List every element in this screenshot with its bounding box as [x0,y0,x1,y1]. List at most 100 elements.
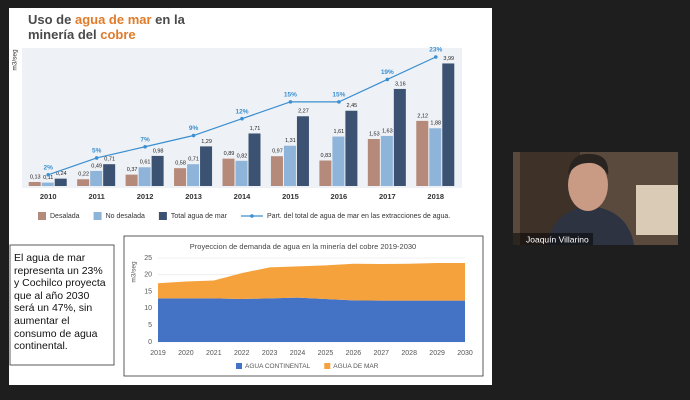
legend-swatch [38,212,46,220]
x-tick-label: 2022 [234,350,250,357]
bar-value-label: 0,71 [188,157,199,163]
bar-value-label: 0,71 [104,157,115,163]
bar [416,120,429,186]
bar-value-label: 0,89 [224,151,235,157]
legend-label: AGUA DE MAR [333,363,378,370]
x-tick-label: 2023 [262,350,278,357]
bar [138,167,151,186]
title-part: Uso de [28,12,75,27]
bar [174,168,187,186]
bar [332,136,345,186]
bar [200,146,213,186]
legend-swatch [324,363,331,369]
legend-swatch [158,212,167,220]
title-part: en la [152,12,186,27]
bar [125,174,138,186]
bar [429,128,442,186]
x-tick-label: 2010 [40,192,57,201]
x-tick-label: 2011 [89,192,105,201]
legend-point [250,214,254,218]
bar-value-label: 1,88 [430,121,441,127]
x-tick-label: 2030 [457,350,473,357]
x-tick-label: 2015 [282,192,299,201]
x-tick-label: 2029 [429,350,445,357]
bar [187,164,200,186]
x-tick-label: 2020 [178,350,194,357]
x-tick-label: 2013 [185,192,202,201]
line-point [240,116,244,121]
line-value-label: 9% [189,125,199,132]
wall-picture [636,185,678,235]
line-value-label: 5% [92,148,102,155]
x-tick-label: 2019 [150,350,166,357]
bar [235,160,248,186]
bar [393,88,406,186]
bar-value-label: 0,22 [78,172,89,178]
bar-value-label: 1,61 [334,129,345,135]
bar-value-label: 2,27 [298,109,309,115]
bar [77,179,90,186]
bar [319,160,332,186]
x-tick-label: 2028 [401,350,417,357]
y-tick-label: 15 [144,288,152,295]
y-tick-label: 10 [144,305,152,312]
area [158,297,465,342]
bar-value-label: 1,29 [201,139,212,145]
x-tick-label: 2012 [137,192,154,201]
y-tick-label: 0 [148,339,152,346]
y-axis-label: m3/seg [131,261,138,283]
bar [442,63,455,187]
area [158,263,465,301]
bar [283,145,296,186]
legend-label: Total agua de mar [171,213,228,220]
bar-value-label: 0,98 [153,148,164,154]
y-axis-label: m3/seg [12,49,19,71]
bar-value-label: 0,83 [321,153,332,159]
title-part: cobre [100,27,135,42]
bar [54,178,67,186]
bar-value-label: 0,97 [272,149,283,155]
legend-label: Desalada [50,213,80,220]
x-tick-label: 2018 [427,192,444,201]
line-value-label: 19% [381,69,394,76]
x-tick-label: 2027 [373,350,389,357]
legend-label: AGUA CONTINENTAL [245,363,311,370]
bar-value-label: 1,63 [382,128,393,134]
bar [296,116,309,186]
line-value-label: 23% [429,47,442,54]
y-tick-label: 20 [144,272,152,279]
title-part: minería del [28,27,100,42]
bar-value-label: 2,45 [347,103,358,109]
bar-value-label: 3,16 [395,81,406,87]
bar-value-label: 3,99 [443,56,454,62]
title-part: agua de mar [75,12,152,27]
bar [380,135,393,186]
bar-value-label: 0,24 [56,171,67,177]
line-point [337,100,341,104]
bar [248,133,261,186]
participant-name: Joaquín Villarino [526,234,589,244]
line-value-label: 7% [140,136,150,143]
bar-value-label: 0,82 [237,153,248,159]
bar-value-label: 0,58 [175,161,186,167]
x-tick-label: 2026 [346,350,362,357]
bar-value-label: 0,11 [43,175,53,181]
y-tick-label: 5 [148,322,152,329]
bar [90,170,103,186]
bar-value-label: 1,71 [250,126,261,132]
x-tick-label: 2017 [379,192,396,201]
bar [367,139,380,186]
bar-value-label: 1,53 [369,131,380,137]
x-tick-label: 2025 [318,350,334,357]
line-point [143,144,147,149]
x-tick-label: 2021 [206,350,222,357]
bar-value-label: 2,12 [417,113,428,119]
legend-swatch [93,212,102,220]
bar-value-label: 0,37 [127,167,138,173]
line-point [46,172,51,177]
bar [270,156,283,186]
line-value-label: 15% [332,92,345,99]
line-point [288,100,293,104]
note-text: El agua de mar representa un 23% y Cochi… [14,252,106,353]
